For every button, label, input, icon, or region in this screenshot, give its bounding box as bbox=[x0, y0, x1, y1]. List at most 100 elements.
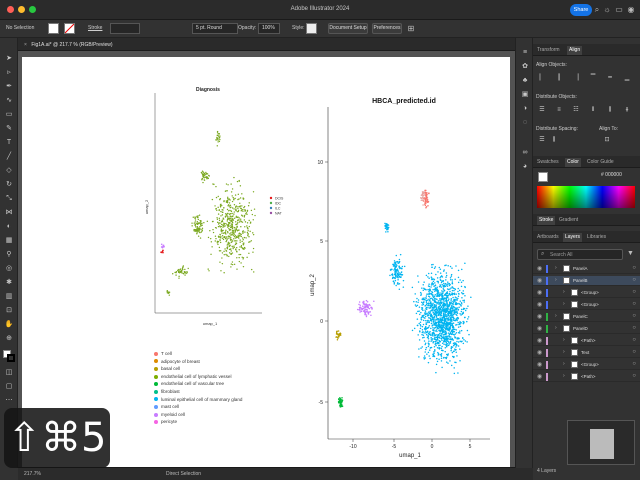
tab-libraries[interactable]: Libraries bbox=[587, 234, 607, 240]
visibility-eye-icon[interactable]: ◉ bbox=[537, 302, 543, 308]
align-bottom-icon[interactable]: ▁ bbox=[624, 75, 630, 81]
distribute-vcenter-icon[interactable]: ≡ bbox=[557, 107, 561, 113]
layer-target-icon[interactable]: ○ bbox=[632, 313, 636, 319]
filter-icon[interactable]: ▼ bbox=[627, 250, 634, 257]
tab-gradient[interactable]: Gradient bbox=[559, 217, 579, 223]
zoom-window-button[interactable] bbox=[29, 6, 36, 13]
tab-align[interactable]: Align bbox=[567, 46, 583, 55]
expand-arrow-icon[interactable]: › bbox=[555, 265, 557, 271]
artboard[interactable]: Diagnosis umap_1 umap_2 DCIS IDC ILC NAT HB… bbox=[22, 57, 510, 472]
fill-stroke-widget[interactable] bbox=[3, 350, 15, 362]
width-tool-icon[interactable]: ⋈ bbox=[5, 209, 13, 216]
layer-row[interactable]: ◉ › PanelB ○ bbox=[533, 276, 640, 286]
color-icon[interactable]: ◕ bbox=[522, 163, 528, 170]
layers-search[interactable]: ⌕ Search All bbox=[537, 249, 623, 260]
layer-row[interactable]: ◉ › PanelC ○ bbox=[533, 312, 640, 322]
search-icon[interactable]: ⌕ bbox=[594, 5, 600, 14]
visibility-eye-icon[interactable]: ◉ bbox=[537, 374, 543, 380]
visibility-eye-icon[interactable]: ◉ bbox=[537, 338, 543, 344]
layer-target-icon[interactable]: ○ bbox=[632, 337, 636, 343]
curvature-tool-icon[interactable]: ∿ bbox=[6, 97, 12, 104]
direct-selection-tool-icon[interactable]: ▹ bbox=[7, 69, 11, 76]
transparency-icon[interactable]: ◌ bbox=[522, 119, 528, 126]
shape-builder-tool-icon[interactable]: ◐ bbox=[6, 223, 12, 230]
selection-tool-icon[interactable]: ➤ bbox=[6, 55, 12, 62]
workspace-icon[interactable]: ▭ bbox=[615, 5, 623, 14]
profile-icon[interactable]: ◉ bbox=[627, 5, 635, 14]
distribute-vertical-icon[interactable]: ☰ bbox=[539, 137, 545, 143]
tab-layers[interactable]: Layers bbox=[563, 233, 583, 242]
draw-mode-icon[interactable]: ◫ bbox=[5, 369, 13, 376]
brush-dropdown[interactable]: 5 pt. Round bbox=[192, 23, 238, 34]
align-right-icon[interactable]: ▕ bbox=[573, 75, 579, 81]
rectangle-tool-icon[interactable]: ▭ bbox=[5, 111, 13, 118]
style-swatch[interactable] bbox=[306, 23, 317, 34]
graphic-styles-icon[interactable]: ▣ bbox=[521, 91, 529, 98]
stroke-weight-field[interactable] bbox=[110, 23, 140, 34]
expand-arrow-icon[interactable]: › bbox=[555, 325, 557, 331]
expand-arrow-icon[interactable]: › bbox=[563, 361, 565, 367]
document-tab[interactable]: × Fig1A.ai* @ 217.7 % (RGB/Preview) bbox=[24, 40, 113, 50]
layer-row[interactable]: ◉ › PanelA ○ bbox=[533, 264, 640, 274]
arrange-icon[interactable]: ⊞ bbox=[407, 24, 415, 33]
expand-arrow-icon[interactable]: › bbox=[563, 349, 565, 355]
rotate-tool-icon[interactable]: ↻ bbox=[6, 181, 12, 188]
fill-swatch[interactable] bbox=[48, 23, 59, 34]
visibility-eye-icon[interactable]: ◉ bbox=[537, 314, 543, 320]
share-button[interactable]: Share bbox=[570, 4, 592, 16]
links-icon[interactable]: ∞ bbox=[522, 149, 528, 156]
align-top-icon[interactable]: ▔ bbox=[590, 75, 596, 81]
expand-arrow-icon[interactable]: › bbox=[555, 277, 557, 283]
zoom-level[interactable]: 217.7% bbox=[24, 471, 41, 477]
align-left-icon[interactable]: ▏ bbox=[539, 75, 545, 81]
zoom-tool-icon[interactable]: ⊕ bbox=[6, 335, 12, 342]
symbol-sprayer-tool-icon[interactable]: ✱ bbox=[6, 279, 12, 286]
close-window-button[interactable] bbox=[7, 6, 14, 13]
pencil-tool-icon[interactable]: ✎ bbox=[6, 125, 12, 132]
layer-target-icon[interactable]: ○ bbox=[632, 373, 636, 379]
properties-icon[interactable]: ≡ bbox=[522, 49, 528, 56]
distribute-horizontal-icon[interactable]: ⫼ bbox=[552, 137, 556, 143]
type-tool-icon[interactable]: T bbox=[6, 139, 12, 146]
distribute-hcenter-icon[interactable]: ⫼ bbox=[608, 107, 612, 113]
fill-stroke-indicator[interactable] bbox=[538, 172, 548, 182]
layer-target-icon[interactable]: ○ bbox=[632, 325, 636, 331]
brushes-icon[interactable]: ✿ bbox=[522, 63, 528, 70]
layer-row[interactable]: ◉ › <Group> ○ bbox=[533, 288, 640, 298]
eraser-tool-icon[interactable]: ◇ bbox=[6, 167, 12, 174]
expand-arrow-icon[interactable]: › bbox=[563, 289, 565, 295]
align-hcenter-icon[interactable]: ┃ bbox=[557, 75, 561, 81]
eyedropper-tool-icon[interactable]: ⚲ bbox=[6, 251, 12, 258]
visibility-eye-icon[interactable]: ◉ bbox=[537, 278, 543, 284]
scale-tool-icon[interactable]: ⤡ bbox=[6, 195, 12, 202]
layer-row[interactable]: ◉ › PanelD ○ bbox=[533, 324, 640, 334]
preferences-button[interactable]: Preferences bbox=[372, 23, 402, 34]
graph-tool-icon[interactable]: ▥ bbox=[5, 293, 13, 300]
expand-arrow-icon[interactable]: › bbox=[563, 337, 565, 343]
tab-color-guide[interactable]: Color Guide bbox=[587, 159, 614, 165]
canvas[interactable]: Diagnosis umap_1 umap_2 DCIS IDC ILC NAT HB… bbox=[18, 51, 515, 472]
navigator-thumbnail[interactable] bbox=[567, 420, 635, 465]
expand-arrow-icon[interactable]: › bbox=[555, 313, 557, 319]
minimize-window-button[interactable] bbox=[18, 6, 25, 13]
symbols-icon[interactable]: ♣ bbox=[522, 77, 528, 84]
layer-row[interactable]: ◉ › <Group> ○ bbox=[533, 300, 640, 310]
layer-target-icon[interactable]: ○ bbox=[632, 301, 636, 307]
distribute-bottom-icon[interactable]: ☷ bbox=[573, 107, 579, 113]
visibility-eye-icon[interactable]: ◉ bbox=[537, 326, 543, 332]
expand-arrow-icon[interactable]: › bbox=[563, 373, 565, 379]
screen-mode-icon[interactable]: ▢ bbox=[5, 383, 13, 390]
stroke-label[interactable]: Stroke bbox=[88, 25, 103, 31]
tab-stroke[interactable]: Stroke bbox=[537, 216, 556, 225]
gradient-tool-icon[interactable]: ▦ bbox=[5, 237, 13, 244]
distribute-right-icon[interactable]: ⫵ bbox=[625, 107, 629, 113]
visibility-eye-icon[interactable]: ◉ bbox=[537, 290, 543, 296]
layer-row[interactable]: ◉ › Text ○ bbox=[533, 348, 640, 358]
tab-color[interactable]: Color bbox=[565, 158, 581, 167]
visibility-eye-icon[interactable]: ◉ bbox=[537, 362, 543, 368]
layer-row[interactable]: ◉ › <Path> ○ bbox=[533, 336, 640, 346]
align-to-selection-icon[interactable]: ⊡ bbox=[604, 137, 610, 143]
color-spectrum[interactable] bbox=[537, 186, 635, 208]
